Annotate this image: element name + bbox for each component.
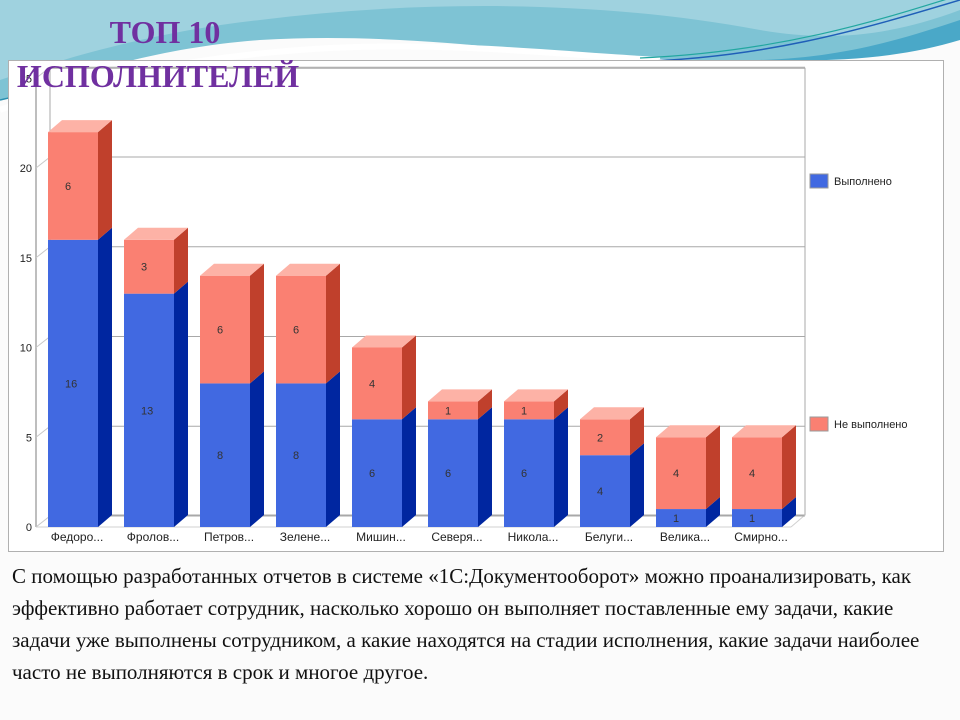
y-tick-label: 5 bbox=[26, 432, 32, 444]
y-tick-label: 0 bbox=[26, 522, 32, 534]
bar-segment-not-done[interactable] bbox=[732, 437, 782, 510]
x-category-label: Петров... bbox=[204, 530, 254, 544]
x-category-label: Фролов... bbox=[127, 530, 179, 544]
bar-top-face bbox=[276, 263, 340, 276]
bar-value-label: 3 bbox=[141, 262, 147, 274]
bar-segment-done[interactable] bbox=[48, 239, 98, 528]
bar-value-label: 6 bbox=[521, 468, 527, 480]
slide-title: ТОП 10 ИСПОЛНИТЕЛЕЙ bbox=[0, 10, 330, 98]
bar-top-face bbox=[48, 120, 112, 133]
bar-top-face bbox=[656, 425, 720, 438]
y-tick-label: 25 bbox=[20, 73, 32, 85]
bar-value-label: 1 bbox=[673, 513, 679, 525]
bar-top-face bbox=[428, 389, 492, 402]
bar-value-label: 4 bbox=[673, 468, 679, 480]
bar-segment-not-done[interactable] bbox=[124, 239, 174, 294]
bar-value-label: 1 bbox=[445, 405, 451, 417]
bar-segment-done[interactable] bbox=[732, 509, 782, 527]
description-paragraph: С помощью разработанных отчетов в систем… bbox=[12, 564, 920, 684]
bar-top-face bbox=[200, 263, 264, 276]
x-category-label: Федоро... bbox=[51, 530, 104, 544]
bar-value-label: 8 bbox=[293, 450, 299, 462]
legend-swatch-done bbox=[809, 173, 829, 189]
bar-segment-done[interactable] bbox=[428, 419, 478, 527]
slide-title-line1: ТОП 10 bbox=[109, 14, 221, 50]
bar-top-face bbox=[732, 425, 796, 438]
bar-segment-not-done[interactable] bbox=[580, 419, 630, 456]
bar-segment-not-done[interactable] bbox=[656, 437, 706, 510]
bar-value-label: 1 bbox=[749, 513, 755, 525]
bar-segment-done[interactable] bbox=[276, 383, 326, 527]
bar-value-label: 4 bbox=[749, 468, 755, 480]
bar-segment-done[interactable] bbox=[200, 383, 250, 527]
legend-swatch-not-done bbox=[809, 416, 829, 432]
bar-value-label: 6 bbox=[293, 325, 299, 337]
bar-segment-done[interactable] bbox=[124, 293, 174, 527]
legend-label-done: Выполнено bbox=[834, 176, 892, 188]
bar-value-label: 2 bbox=[597, 432, 603, 444]
bar-value-label: 4 bbox=[597, 486, 603, 498]
bar-segment-not-done[interactable] bbox=[200, 275, 250, 384]
bar-value-label: 6 bbox=[65, 181, 71, 193]
y-tick-label: 20 bbox=[20, 163, 32, 175]
bar-segment-not-done[interactable] bbox=[352, 347, 402, 420]
bar-value-label: 8 bbox=[217, 450, 223, 462]
bar-value-label: 13 bbox=[141, 405, 153, 417]
bar-segment-done[interactable] bbox=[656, 509, 706, 527]
bar-top-face bbox=[352, 335, 416, 348]
bar-segment-not-done[interactable] bbox=[504, 401, 554, 420]
bar-value-label: 16 bbox=[65, 378, 77, 390]
x-category-label: Мишин... bbox=[356, 530, 406, 544]
bar-value-label: 6 bbox=[217, 325, 223, 337]
bar-segment-done[interactable] bbox=[580, 455, 630, 527]
legend-label-not-done: Не выполнено bbox=[834, 419, 908, 431]
bar-top-face bbox=[504, 389, 568, 402]
bar-value-label: 1 bbox=[521, 405, 527, 417]
stacked-bar-chart: 0510152025166Федоро...133Фролов...86Петр… bbox=[20, 66, 908, 544]
bar-top-face bbox=[580, 407, 644, 420]
background-wave-decoration bbox=[0, 0, 960, 113]
x-category-label: Северя... bbox=[431, 530, 482, 544]
bar-value-label: 6 bbox=[369, 468, 375, 480]
x-category-label: Никола... bbox=[508, 530, 559, 544]
x-category-label: Зелене... bbox=[280, 530, 331, 544]
y-tick-label: 10 bbox=[20, 343, 32, 355]
bar-segment-not-done[interactable] bbox=[276, 275, 326, 384]
x-category-label: Белуги... bbox=[585, 530, 633, 544]
bar-segment-not-done[interactable] bbox=[428, 401, 478, 420]
x-category-label: Смирно... bbox=[734, 530, 788, 544]
bar-segment-done[interactable] bbox=[352, 419, 402, 527]
bar-value-label: 4 bbox=[369, 378, 375, 390]
y-tick-label: 15 bbox=[20, 253, 32, 265]
bar-segment-done[interactable] bbox=[504, 419, 554, 527]
slide-title-line2: ИСПОЛНИТЕЛЕЙ bbox=[16, 58, 300, 94]
x-category-label: Велика... bbox=[660, 530, 710, 544]
bar-segment-not-done[interactable] bbox=[48, 132, 98, 240]
bar-top-face bbox=[124, 227, 188, 240]
bar-value-label: 6 bbox=[445, 468, 451, 480]
